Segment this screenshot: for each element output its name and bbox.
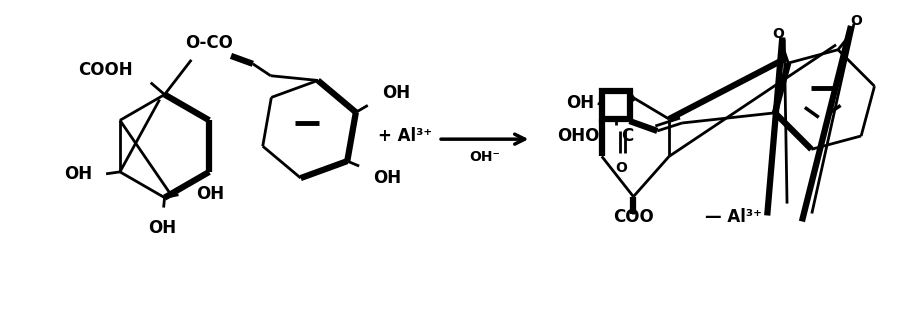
Text: OHO: OHO [558,127,599,145]
Text: OH: OH [64,165,92,183]
Text: O: O [616,161,628,175]
Text: C: C [621,127,634,145]
Text: O: O [773,27,784,41]
Text: OH: OH [566,94,594,112]
Text: OH: OH [196,185,224,203]
Text: COO: COO [613,208,654,226]
Text: OH: OH [373,169,401,187]
Text: OH: OH [148,219,177,237]
Text: OH⁻: OH⁻ [469,150,500,164]
Text: + Al³⁺: + Al³⁺ [378,127,433,145]
Text: O-CO: O-CO [185,34,233,52]
Text: — Al³⁺: — Al³⁺ [705,208,762,226]
Text: COOH: COOH [78,61,133,79]
Text: O: O [850,14,862,28]
Bar [602,91,630,119]
Text: OH: OH [382,84,410,102]
